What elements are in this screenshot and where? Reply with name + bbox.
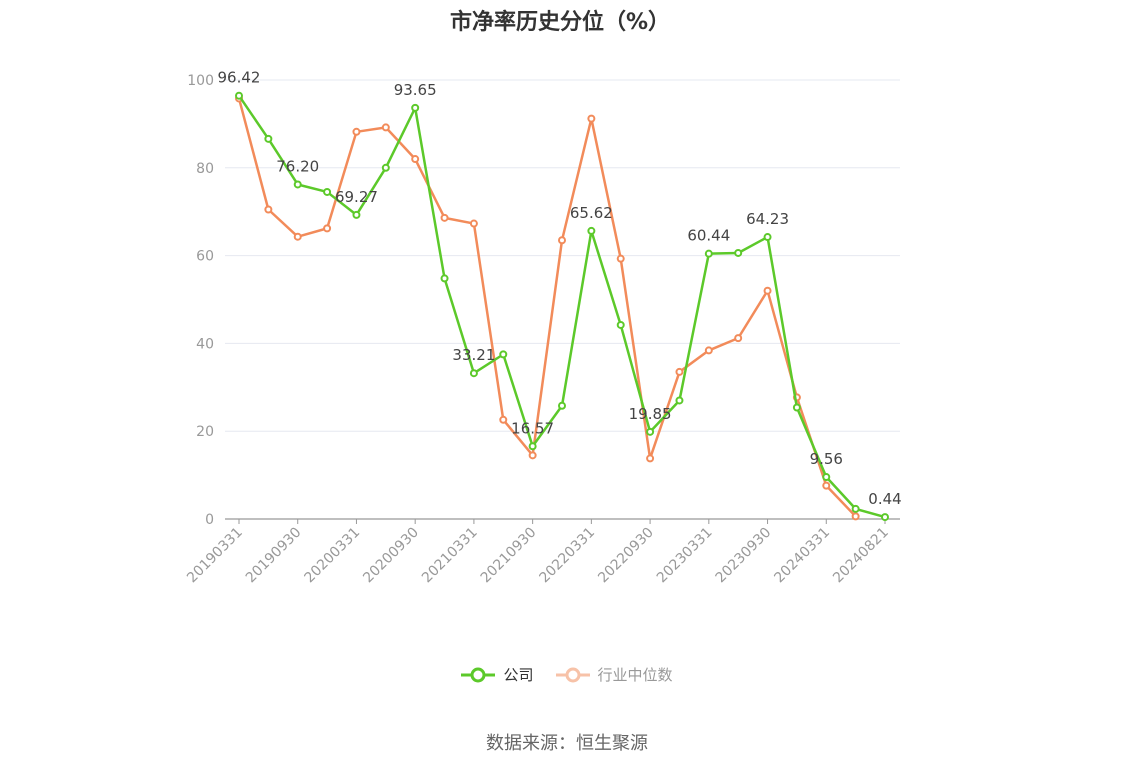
data-label: 76.20 <box>276 157 319 175</box>
y-tick-label: 40 <box>196 336 214 352</box>
data-source-note: 数据来源：恒生聚源 <box>486 733 648 754</box>
company-data-point <box>822 473 831 482</box>
industry-data-point <box>558 236 566 245</box>
company-data-point <box>323 187 332 196</box>
company-data-point <box>616 320 625 329</box>
industry-data-point <box>704 346 713 355</box>
company-data-point <box>440 274 449 283</box>
data-label: 93.65 <box>394 81 437 99</box>
industry-data-point <box>469 219 478 228</box>
industry-data-point <box>411 155 420 164</box>
company-data-point <box>558 401 566 410</box>
data-label: 64.23 <box>746 210 789 228</box>
company-data-point <box>587 226 596 235</box>
industry-data-point <box>734 334 743 343</box>
company-data-point <box>792 403 801 412</box>
x-tick-label: 20240821 <box>830 525 892 587</box>
x-tick-label: 20210331 <box>419 525 481 587</box>
data-label: 60.44 <box>687 227 730 245</box>
industry-data-point <box>587 114 596 123</box>
legend-item-company[interactable]: 公司 <box>461 664 534 685</box>
legend: 公司 行业中位数 <box>0 664 1134 685</box>
data-label: 16.57 <box>511 419 554 437</box>
company-data-point <box>734 248 743 257</box>
x-tick-label: 20230930 <box>713 525 775 587</box>
y-tick-label: 20 <box>196 424 214 440</box>
chart-title: 市净率历史分位（%） <box>449 10 671 35</box>
company-data-point <box>704 249 713 258</box>
industry-data-point <box>499 415 508 424</box>
company-data-point <box>499 350 508 359</box>
industry-data-point <box>763 286 772 295</box>
data-label: 9.56 <box>810 450 843 468</box>
data-label: 65.62 <box>570 204 613 222</box>
series-layer <box>235 91 889 522</box>
industry-data-point <box>381 123 390 132</box>
industry-data-point <box>264 205 273 214</box>
data-label-layer: 96.42 76.20 69.27 93.65 33.21 16.57 65.62 19.85… <box>218 69 902 508</box>
x-tick-label: 20190331 <box>184 525 246 587</box>
data-label: 19.85 <box>629 405 672 423</box>
company-data-point <box>763 233 772 242</box>
x-tick-label: 20190930 <box>243 525 305 587</box>
y-tick-label: 80 <box>196 161 214 177</box>
industry-data-point <box>323 224 332 233</box>
company-data-point <box>675 396 684 405</box>
x-tick-label: 20230331 <box>654 525 716 587</box>
company-data-point <box>352 210 361 219</box>
legend-label-company: 公司 <box>503 666 534 684</box>
industry-legend-marker <box>555 667 590 682</box>
company-data-point <box>851 504 860 513</box>
industry-data-point <box>440 213 449 222</box>
axis-layer: 0 20 40 60 80 100 2019033120190930202003312020… <box>184 73 900 586</box>
x-tick-label: 20220331 <box>536 525 598 587</box>
industry-data-point <box>352 127 361 136</box>
company-data-point <box>646 427 655 436</box>
industry-data-point <box>528 451 537 460</box>
company-data-point <box>235 91 243 100</box>
data-label: 0.44 <box>868 490 901 508</box>
company-data-point <box>411 103 420 112</box>
industry-data-point <box>646 454 655 463</box>
company-series-line <box>237 95 886 519</box>
x-tick-label: 20210930 <box>478 525 540 587</box>
y-tick-label: 60 <box>196 249 214 265</box>
industry-series-line <box>237 98 857 518</box>
company-data-point <box>264 134 273 143</box>
grid-layer <box>225 79 900 432</box>
company-data-point <box>381 163 390 172</box>
y-tick-label: 100 <box>187 73 214 89</box>
x-tick-label: 20200331 <box>302 525 364 587</box>
industry-data-point <box>851 512 860 521</box>
industry-data-point <box>293 232 302 241</box>
industry-data-point <box>822 481 831 490</box>
data-label: 69.27 <box>335 188 378 206</box>
industry-data-point <box>675 367 684 376</box>
x-tick-label: 20220930 <box>595 525 657 587</box>
legend-label-industry: 行业中位数 <box>597 666 673 684</box>
x-tick-label: 20200930 <box>360 525 422 587</box>
company-legend-marker <box>461 667 496 682</box>
legend-item-industry[interactable]: 行业中位数 <box>555 664 673 685</box>
company-data-point <box>528 442 537 451</box>
company-data-point <box>881 513 889 522</box>
data-label: 33.21 <box>452 346 495 364</box>
industry-data-point <box>616 254 625 263</box>
company-data-point <box>293 180 302 189</box>
y-tick-label: 0 <box>205 512 214 528</box>
x-tick-label: 20240331 <box>771 525 833 587</box>
data-label: 96.42 <box>218 69 261 87</box>
company-data-point <box>469 369 478 378</box>
